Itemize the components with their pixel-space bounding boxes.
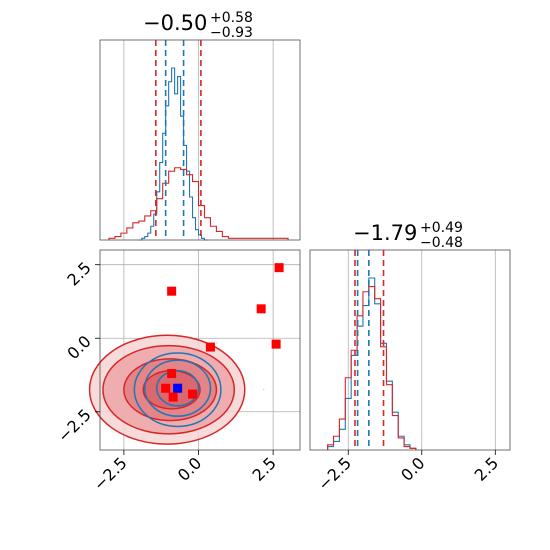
marginal-y-grid: [347, 250, 496, 450]
joint-x-tick-labels: −2.5 0.0 2.5: [90, 450, 280, 494]
joint-y-tick-label: 0.0: [63, 332, 94, 363]
marginal-y-panel: −2.5 0.0 2.5 −1.79 +0.49 −0.48: [309, 220, 511, 494]
marginal-y-x-tick-label: 2.5: [471, 453, 502, 484]
joint-x-tick-label: 0.0: [174, 453, 205, 484]
joint-markers: [161, 263, 284, 402]
marginal-x-histograms: [108, 67, 289, 241]
joint-frame: [99, 249, 301, 451]
joint-blue-contour: [155, 369, 200, 407]
marginal-x-title-value: −0.50: [143, 11, 207, 35]
joint-blue-contours: [133, 352, 222, 428]
joint-red-marker: [274, 263, 284, 273]
joint-red-marker: [161, 383, 171, 393]
marginal-y-background: [310, 250, 510, 450]
joint-x-tick-label: −2.5: [90, 453, 131, 494]
joint-y-tick-labels: 2.5 0.0 −2.5: [54, 258, 100, 446]
joint-blue-marker: [173, 383, 183, 393]
joint-y-tick-label: 2.5: [63, 258, 94, 289]
joint-panel: −2.5 0.0 2.5 2.5 0.0 −2.5: [54, 249, 301, 494]
joint-sample-point: [262, 388, 265, 391]
joint-x-tick-label: 2.5: [249, 453, 280, 484]
marginal-x-frame: [99, 39, 301, 241]
marginal-x-title-minus: −0.93: [210, 25, 253, 41]
marginal-x-histogram-series: [108, 167, 289, 240]
marginal-y-histogram-series: [327, 277, 417, 450]
joint-blue-contour: [144, 359, 212, 417]
marginal-x-panel: −0.50 +0.58 −0.93: [99, 10, 301, 241]
marginal-y-histogram-series: [327, 286, 417, 450]
joint-sample-point: [215, 342, 218, 344]
joint-y-tick-label: −2.5: [54, 405, 95, 446]
joint-red-marker: [167, 369, 177, 379]
marginal-y-title-plus: +0.49: [420, 220, 463, 236]
marginal-x-grid: [123, 40, 274, 240]
marginal-y-x-tick-label: 0.0: [397, 453, 428, 484]
joint-red-marker: [205, 342, 215, 352]
joint-red-marker: [188, 389, 198, 399]
marginal-y-histograms: [327, 277, 417, 450]
joint-red-marker: [167, 286, 177, 296]
marginal-x-background: [100, 40, 300, 240]
marginal-x-title-plus: +0.58: [210, 10, 253, 26]
marginal-y-title-value: −1.79: [353, 221, 417, 245]
marginal-x-histogram-series: [138, 67, 208, 241]
marginal-x-quantile-lines: [155, 40, 202, 240]
marginal-y-title-minus: −0.48: [420, 235, 463, 251]
marginal-y-x-tick-labels: −2.5 0.0 2.5: [314, 450, 502, 494]
joint-blue-contour: [133, 352, 222, 428]
marginal-y-frame: [309, 249, 511, 451]
marginal-y-quantile-lines: [354, 250, 385, 450]
marginal-y-x-tick-label: −2.5: [314, 453, 355, 494]
joint-red-marker: [256, 304, 266, 314]
joint-red-marker: [271, 339, 281, 349]
joint-red-marker: [168, 392, 178, 402]
